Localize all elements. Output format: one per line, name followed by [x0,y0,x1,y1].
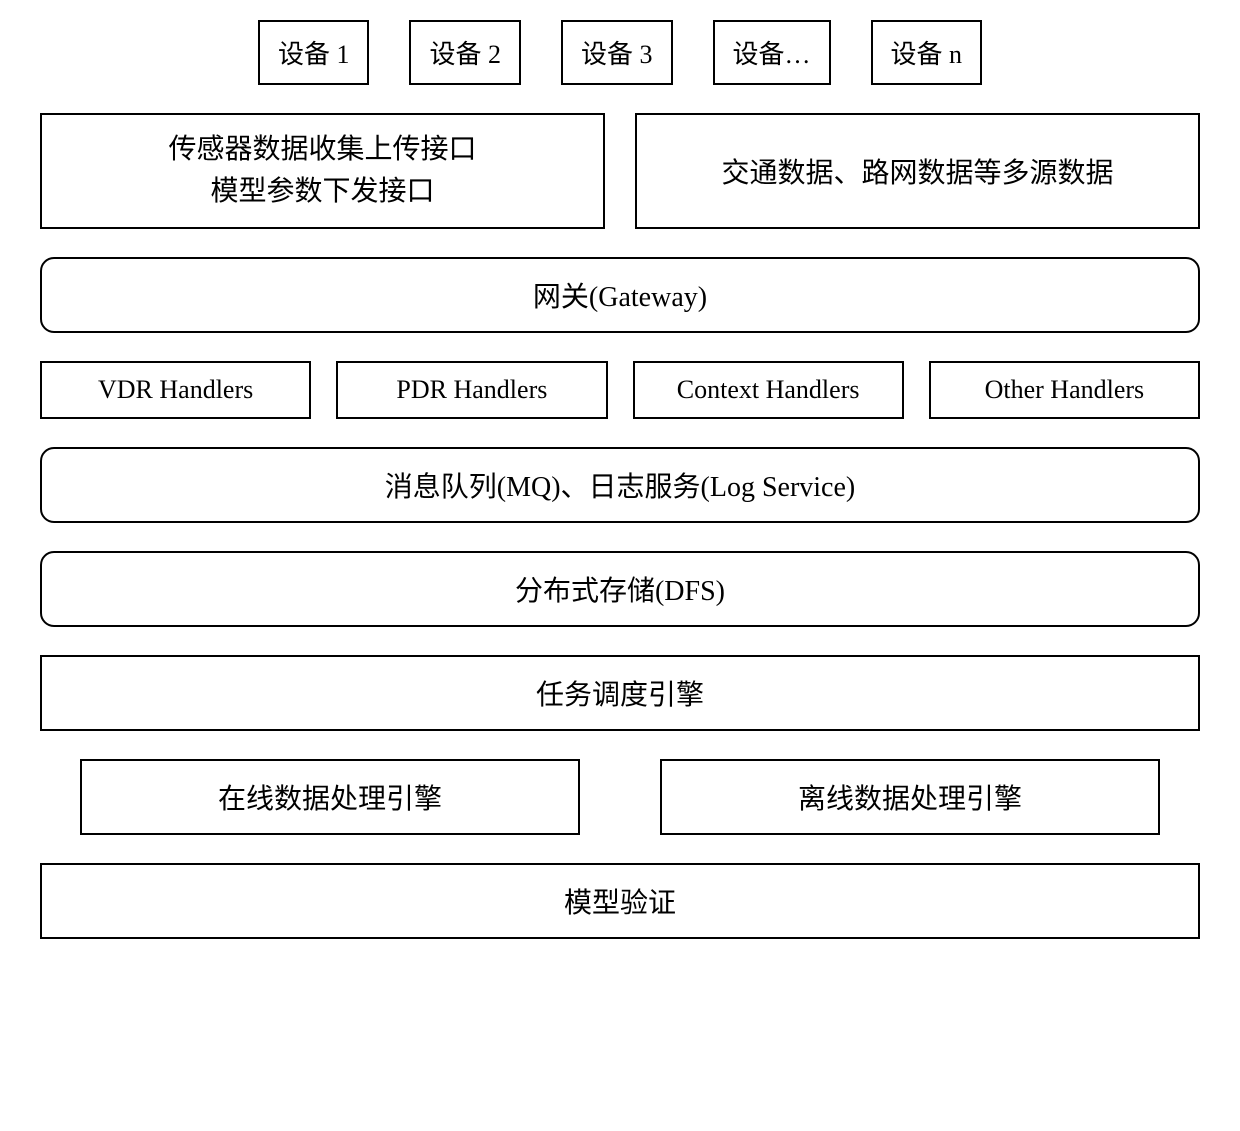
device-box-n: 设备 n [871,20,983,85]
interfaces-row: 传感器数据收集上传接口 模型参数下发接口 交通数据、路网数据等多源数据 [40,113,1200,229]
offline-engine-box: 离线数据处理引擎 [660,759,1160,835]
gateway-box: 网关(Gateway) [40,257,1200,333]
sensor-upload-label: 传感器数据收集上传接口 [168,129,476,171]
architecture-diagram: 设备 1 设备 2 设备 3 设备… 设备 n 传感器数据收集上传接口 模型参数… [40,20,1200,939]
model-param-label: 模型参数下发接口 [210,171,434,213]
device-box-ellipsis: 设备… [713,20,831,85]
device-box-1: 设备 1 [258,20,370,85]
context-handlers-box: Context Handlers [633,361,904,419]
devices-row: 设备 1 设备 2 设备 3 设备… 设备 n [40,20,1200,85]
vdr-handlers-box: VDR Handlers [40,361,311,419]
engines-row: 在线数据处理引擎 离线数据处理引擎 [40,759,1200,835]
multi-source-data-box: 交通数据、路网数据等多源数据 [635,113,1200,229]
device-box-3: 设备 3 [561,20,673,85]
online-engine-box: 在线数据处理引擎 [80,759,580,835]
sensor-interface-box: 传感器数据收集上传接口 模型参数下发接口 [40,113,605,229]
pdr-handlers-box: PDR Handlers [336,361,607,419]
handlers-row: VDR Handlers PDR Handlers Context Handle… [40,361,1200,419]
scheduler-box: 任务调度引擎 [40,655,1200,731]
validation-box: 模型验证 [40,863,1200,939]
other-handlers-box: Other Handlers [929,361,1200,419]
device-box-2: 设备 2 [409,20,521,85]
dfs-box: 分布式存储(DFS) [40,551,1200,627]
multi-source-label: 交通数据、路网数据等多源数据 [721,151,1113,191]
mq-log-box: 消息队列(MQ)、日志服务(Log Service) [40,447,1200,523]
